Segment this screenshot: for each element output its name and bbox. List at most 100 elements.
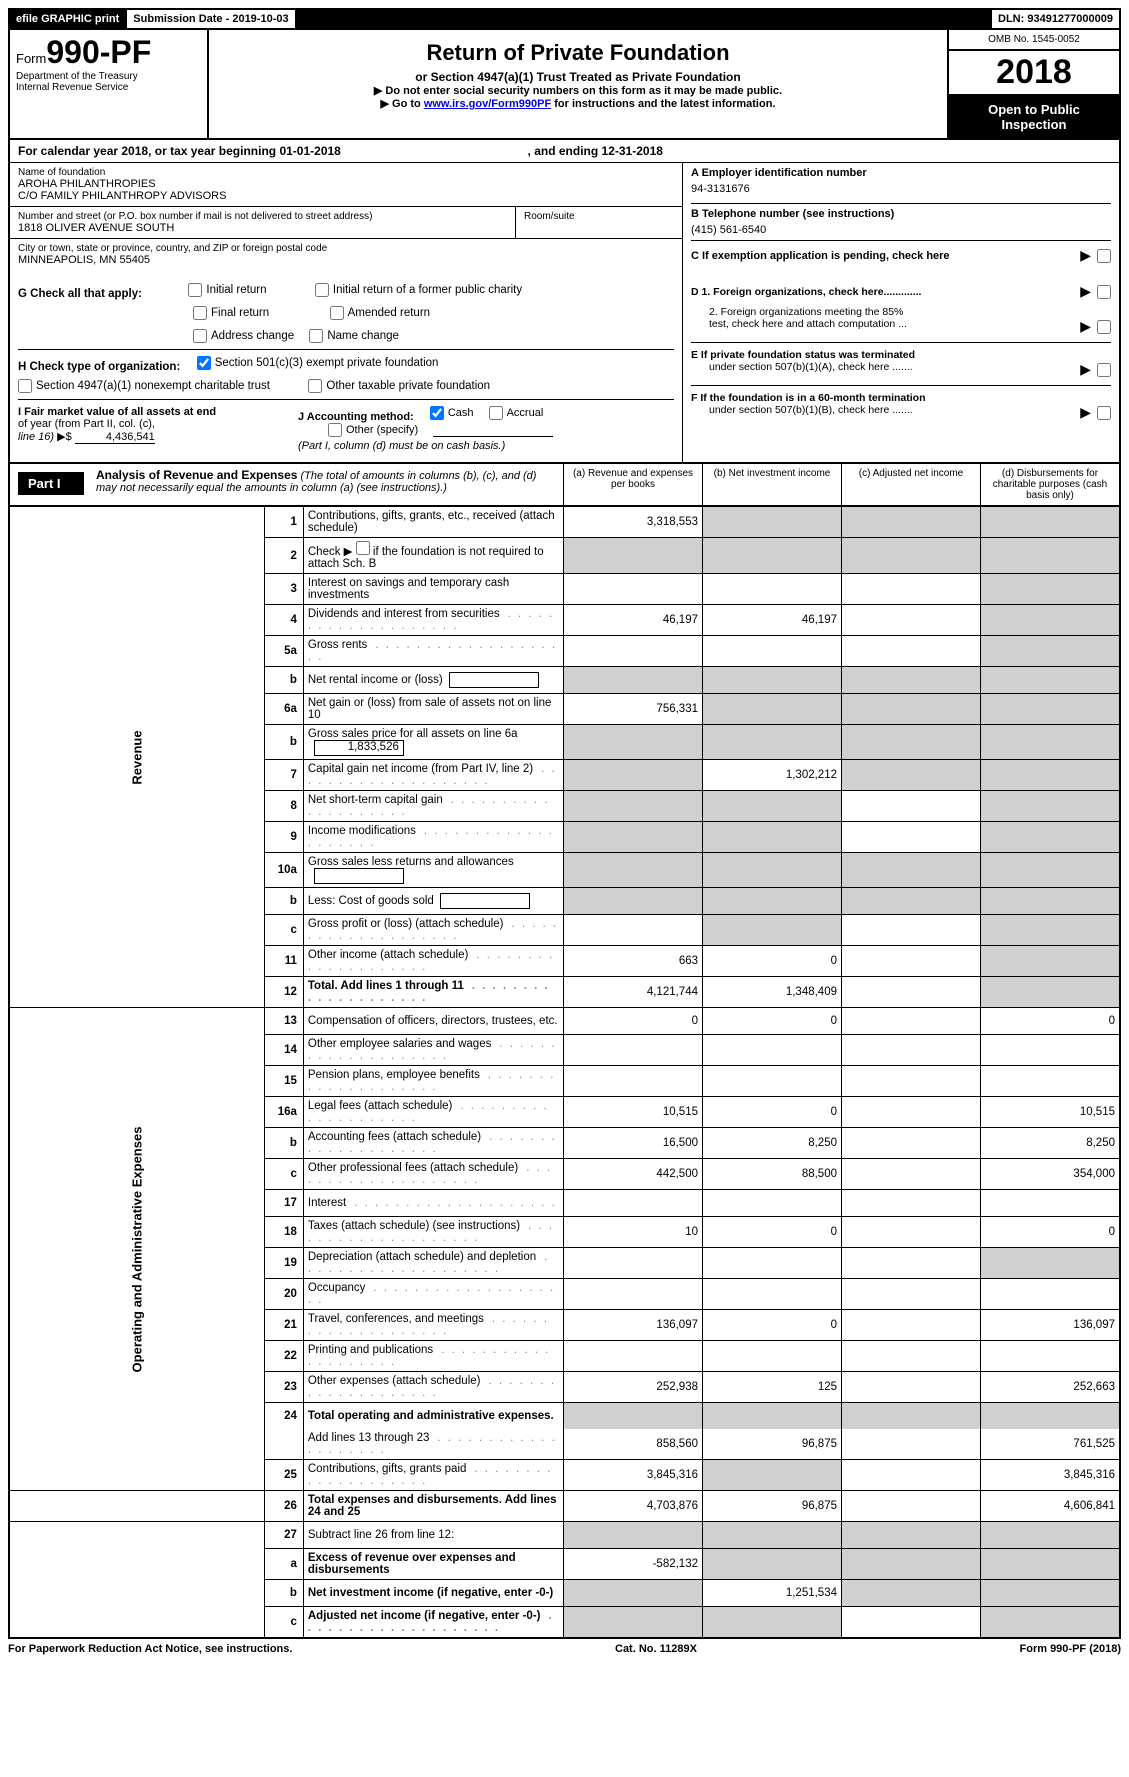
foundation-name-cell: Name of foundation AROHA PHILANTHROPIES … [10,163,682,207]
calendar-year-row: For calendar year 2018, or tax year begi… [8,140,1121,163]
col-c-header: (c) Adjusted net income [841,464,980,505]
address: 1818 OLIVER AVENUE SOUTH [18,222,507,234]
top-bar-spacer [297,10,992,28]
section-g: G Check all that apply: Initial return I… [18,280,674,303]
ssn-warning: ▶ Do not enter social security numbers o… [215,84,941,97]
table-row: 27Subtract line 26 from line 12: [9,1522,1120,1549]
501c3-checkbox[interactable] [197,356,211,370]
cash-checkbox[interactable] [430,406,444,420]
ghi-left: G Check all that apply: Initial return I… [10,274,682,462]
efile-label: efile GRAPHIC print [10,10,127,28]
header-left: Form990-PF Department of the Treasury In… [10,30,209,138]
arrow-icon: ▶ [1080,361,1091,378]
form-ref: Form 990-PF (2018) [1020,1643,1122,1655]
gross-sales-returns-box [314,868,404,884]
d1-row: D 1. Foreign organizations, check here..… [691,280,1111,303]
other-specify-line [433,436,553,437]
check-sections: G Check all that apply: Initial return I… [8,274,1121,464]
address-cell: Number and street (or P.O. box number if… [10,207,515,239]
goto-line: ▶ Go to www.irs.gov/Form990PF for instru… [215,97,941,110]
omb-number: OMB No. 1545-0052 [949,30,1119,51]
section-j: J Accounting method: Cash Accrual Other … [298,406,555,452]
gross-sales-box: 1,833,526 [314,740,404,756]
submission-date: Submission Date - 2019-10-03 [127,10,296,28]
footer: For Paperwork Reduction Act Notice, see … [8,1639,1121,1659]
f-row: F If the foundation is in a 60-month ter… [691,385,1111,424]
table-row: Revenue 1 Contributions, gifts, grants, … [9,507,1120,538]
paperwork-notice: For Paperwork Reduction Act Notice, see … [8,1643,292,1655]
foundation-name2: C/O FAMILY PHILANTHROPY ADVISORS [18,190,674,202]
dept-label: Department of the Treasury [16,71,201,82]
ein-value: 94-3131676 [691,179,1111,203]
name-label: Name of foundation [18,167,674,178]
85pct-checkbox[interactable] [1097,320,1111,334]
final-return-checkbox[interactable] [193,306,207,320]
address-row: Number and street (or P.O. box number if… [10,207,682,239]
addr-label: Number and street (or P.O. box number if… [18,211,507,222]
entity-left: Name of foundation AROHA PHILANTHROPIES … [10,163,682,274]
507b1a-checkbox[interactable] [1097,363,1111,377]
tax-year: 2018 [949,51,1119,96]
507b1b-checkbox[interactable] [1097,406,1111,420]
city-label: City or town, state or province, country… [18,243,674,254]
exemption-pending: C If exemption application is pending, c… [691,240,1111,270]
entity-right: A Employer identification number 94-3131… [682,163,1119,274]
amended-return-checkbox[interactable] [330,306,344,320]
fmv-value: 4,436,541 [75,431,155,444]
cash-basis-note: (Part I, column (d) must be on cash basi… [298,440,555,452]
col-a-header: (a) Revenue and expenses per books [563,464,702,505]
room-label: Room/suite [524,211,674,222]
form-title: Return of Private Foundation [215,40,941,66]
irs-label: Internal Revenue Service [16,82,201,93]
top-bar: efile GRAPHIC print Submission Date - 20… [8,8,1121,30]
foundation-name1: AROHA PHILANTHROPIES [18,178,674,190]
city-cell: City or town, state or province, country… [10,239,682,270]
part1-desc: Analysis of Revenue and Expenses (The to… [88,464,563,505]
arrow-icon: ▶ [1080,318,1091,335]
form-number: Form990-PF [16,34,201,71]
d2-row: 2. Foreign organizations meeting the 85%… [691,303,1111,338]
instructions-link[interactable]: www.irs.gov/Form990PF [424,98,551,110]
initial-return-checkbox[interactable] [188,283,202,297]
form-header: Form990-PF Department of the Treasury In… [8,30,1121,140]
part1-header: Part I Analysis of Revenue and Expenses … [8,464,1121,507]
cat-number: Cat. No. 11289X [615,1643,697,1655]
section-i: I Fair market value of all assets at end… [18,406,278,452]
section-i-j: I Fair market value of all assets at end… [18,399,674,456]
section-g-row3: Address change Name change [18,326,674,349]
schb-checkbox[interactable] [356,541,370,555]
e-row: E If private foundation status was termi… [691,342,1111,381]
section-h-row2: Section 4947(a)(1) nonexempt charitable … [18,376,674,399]
tel-value: (415) 561-6540 [691,220,1111,240]
section-h: H Check type of organization: Section 50… [18,349,674,376]
cogs-box [440,893,530,909]
ein-label: A Employer identification number [691,167,1111,179]
room-cell: Room/suite [515,207,682,239]
arrow-icon: ▶ [1080,283,1091,300]
open-to-public: Open to Public Inspection [949,96,1119,138]
4947-checkbox[interactable] [18,379,32,393]
header-center: Return of Private Foundation or Section … [209,30,949,138]
col-b-header: (b) Net investment income [702,464,841,505]
col-d-header: (d) Disbursements for charitable purpose… [980,464,1119,505]
dln: DLN: 93491277000009 [992,10,1119,28]
section-g-row2: Final return Amended return [18,303,674,326]
arrow-icon: ▶ [1080,247,1091,264]
ghi-right: D 1. Foreign organizations, check here..… [682,274,1119,462]
foreign-org-checkbox[interactable] [1097,285,1111,299]
initial-former-checkbox[interactable] [315,283,329,297]
city: MINNEAPOLIS, MN 55405 [18,254,674,266]
accrual-checkbox[interactable] [489,406,503,420]
other-method-checkbox[interactable] [328,423,342,437]
rental-income-box [449,672,539,688]
table-row: Operating and Administrative Expenses 13… [9,1008,1120,1035]
entity-info: Name of foundation AROHA PHILANTHROPIES … [8,163,1121,274]
form-subtitle: or Section 4947(a)(1) Trust Treated as P… [215,70,941,84]
other-taxable-checkbox[interactable] [308,379,322,393]
name-change-checkbox[interactable] [309,329,323,343]
revenue-side-label: Revenue [9,507,264,1008]
table-row: 26Total expenses and disbursements. Add … [9,1491,1120,1522]
exemption-checkbox[interactable] [1097,249,1111,263]
header-right: OMB No. 1545-0052 2018 Open to Public In… [949,30,1119,138]
address-change-checkbox[interactable] [193,329,207,343]
